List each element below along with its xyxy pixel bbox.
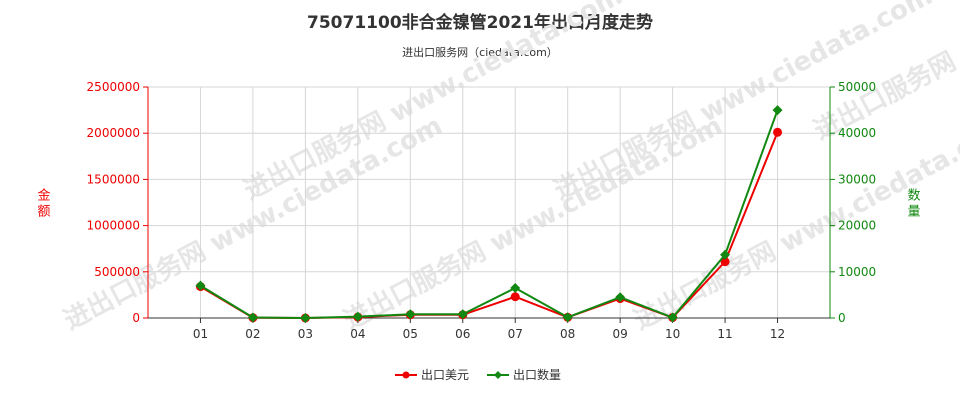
data-point [720,257,730,267]
right-axis-title: 数量 [907,189,920,220]
right-tick-label: 50000 [838,80,876,94]
legend: 出口美元 出口数量 [395,367,561,382]
legend-marker [494,371,502,379]
x-tick-label: 10 [665,327,680,341]
axes: 0 500000 1000000 1500000 2000000 2500000 0 1000… [37,80,920,341]
data-point [510,292,520,302]
x-tick-label: 01 [193,327,208,341]
chart-subtitle: 进出口服务网（ciedata.com） [402,46,558,59]
legend-marker [402,371,410,379]
right-tick-label: 20000 [838,219,876,233]
data-point [615,292,626,303]
data-point [773,127,783,137]
left-tick-label: 0 [132,311,140,325]
right-tick-label: 40000 [838,126,876,140]
x-tick-label: 11 [717,327,732,341]
x-tick-label: 07 [508,327,523,341]
x-tick-label: 08 [560,327,575,341]
x-tick-label: 02 [245,327,260,341]
data-point [720,249,731,260]
data-point [510,282,521,293]
chart-title: 75071100非合金镍管2021年出口月度走势 [307,13,653,33]
left-tick-label: 2000000 [87,126,140,140]
data-point [772,105,783,116]
x-tick-label: 12 [770,327,785,341]
data-point [300,313,311,323]
left-tick-label: 1000000 [87,219,140,233]
x-tick-label: 09 [613,327,628,341]
data-point [405,309,416,320]
data-point [667,312,678,323]
data-point [247,312,258,323]
x-tick-label: 06 [455,327,470,341]
series-line [199,109,779,320]
right-tick-label: 0 [838,311,846,325]
left-tick-label: 500000 [94,265,140,279]
legend-label: 出口美元 [421,368,469,382]
legend-label: 出口数量 [513,367,561,382]
data-point [457,309,468,320]
left-axis-title: 金额 [37,188,50,220]
right-tick-label: 30000 [838,172,876,186]
data-point [352,311,363,322]
left-tick-label: 2500000 [87,80,140,94]
x-tick-label: 05 [403,327,418,341]
x-tick-label: 03 [298,327,313,341]
data-point [562,312,573,323]
right-tick-label: 10000 [838,265,876,279]
data-point [195,280,206,291]
x-tick-label: 04 [350,327,365,341]
series-layer [195,105,783,323]
left-tick-label: 1500000 [87,172,140,186]
